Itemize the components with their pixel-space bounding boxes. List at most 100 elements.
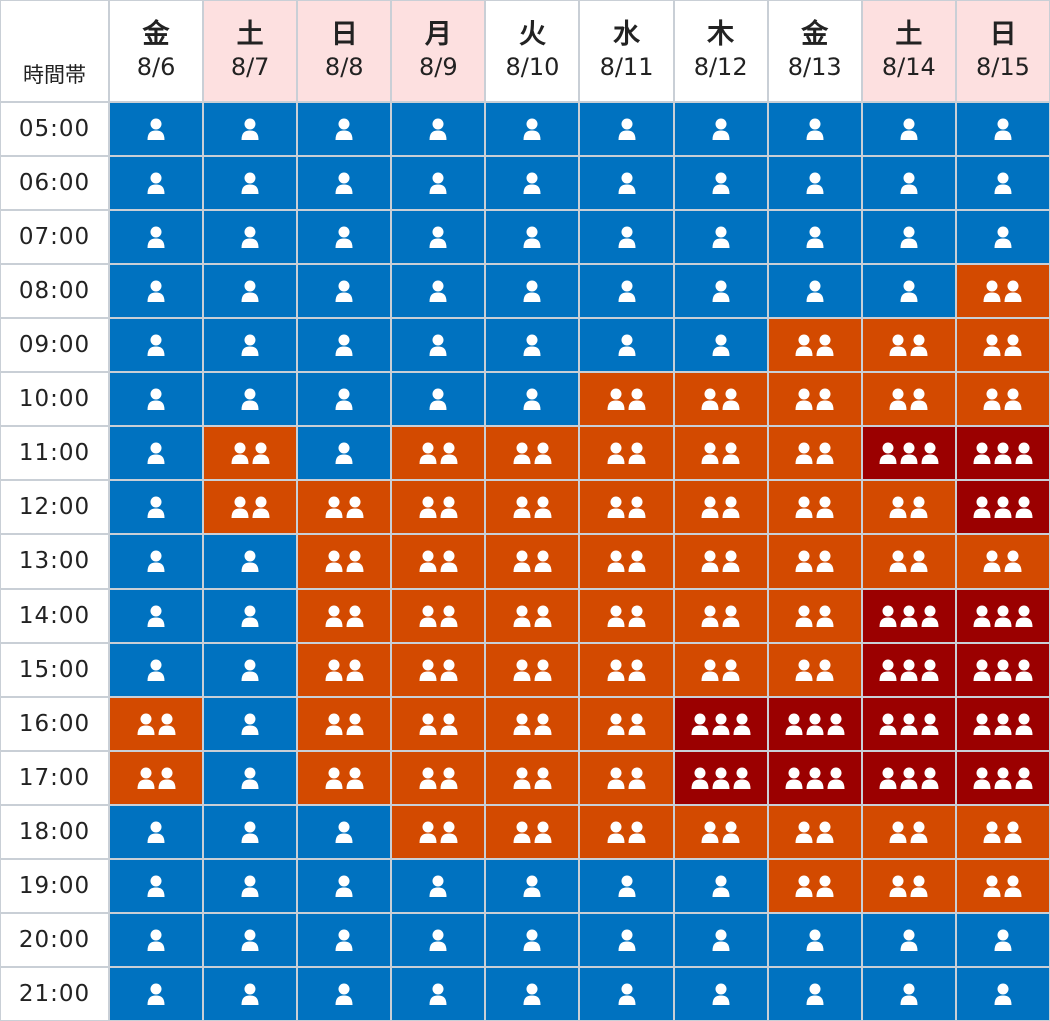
person-icon — [241, 605, 259, 627]
crowd-cell — [674, 913, 767, 966]
crowd-cell — [956, 913, 1049, 966]
crowd-cell — [204, 481, 297, 534]
person-icon — [994, 983, 1012, 1005]
person-icon — [618, 334, 636, 357]
person-icon — [910, 550, 928, 573]
crowd-cell — [580, 481, 673, 534]
crowd-cell — [956, 103, 1049, 156]
person-icon — [701, 821, 719, 843]
crowd-cell — [110, 319, 203, 372]
crowd-cell — [580, 913, 673, 966]
person-icon — [827, 767, 845, 789]
person-icon — [712, 875, 730, 897]
person-icon — [701, 388, 719, 411]
person-icon — [618, 875, 636, 897]
crowd-cell — [110, 373, 203, 426]
person-icon — [628, 442, 646, 465]
crowd-cell — [486, 589, 579, 642]
person-icon — [607, 388, 625, 411]
person-icon — [241, 659, 259, 681]
person-icon — [513, 442, 531, 465]
crowd-cell — [110, 859, 203, 912]
person-icon — [722, 442, 740, 465]
person-icon — [879, 442, 897, 465]
crowd-cell — [392, 157, 485, 210]
crowd-cell — [674, 157, 767, 210]
day-date: 8/9 — [419, 52, 458, 81]
crowd-cell — [674, 859, 767, 912]
person-icon — [252, 442, 270, 465]
crowd-cell — [862, 589, 955, 642]
person-icon — [523, 875, 541, 897]
person-icon — [994, 496, 1012, 519]
person-icon — [513, 767, 531, 789]
person-icon — [900, 605, 918, 627]
person-icon — [973, 496, 991, 519]
person-icon — [712, 767, 730, 789]
person-icon — [429, 875, 447, 897]
day-header: 土 8/7 — [204, 1, 297, 101]
person-icon — [440, 442, 458, 465]
crowd-cell — [298, 643, 391, 696]
day-header: 金 8/6 — [110, 1, 203, 101]
crowd-cell — [768, 697, 861, 750]
person-icon — [147, 280, 165, 303]
person-icon — [994, 226, 1012, 249]
day-header: 日 8/15 — [956, 1, 1049, 101]
crowd-cell — [768, 319, 861, 372]
time-slot-label: 16:00 — [1, 697, 108, 750]
crowd-cell — [110, 589, 203, 642]
person-icon — [701, 442, 719, 465]
person-icon — [628, 659, 646, 681]
person-icon — [701, 659, 719, 681]
day-of-week: 水 — [613, 19, 641, 51]
crowd-cell — [580, 319, 673, 372]
person-icon — [335, 875, 353, 897]
person-icon — [889, 334, 907, 357]
person-icon — [335, 118, 353, 141]
person-icon — [419, 767, 437, 789]
crowd-cell — [862, 697, 955, 750]
person-icon — [701, 605, 719, 627]
person-icon — [1015, 713, 1033, 735]
crowd-cell — [298, 211, 391, 264]
person-icon — [607, 659, 625, 681]
crowd-cell — [862, 157, 955, 210]
time-slot-label: 15:00 — [1, 643, 108, 696]
crowd-cell — [110, 697, 203, 750]
crowd-cell — [392, 643, 485, 696]
person-icon — [827, 713, 845, 735]
person-icon — [722, 550, 740, 573]
crowd-cell — [674, 535, 767, 588]
day-date: 8/13 — [787, 52, 842, 81]
day-of-week: 日 — [989, 19, 1017, 51]
crowd-cell — [862, 373, 955, 426]
person-icon — [889, 875, 907, 897]
person-icon — [795, 388, 813, 411]
crowd-cell — [204, 427, 297, 480]
person-icon — [241, 280, 259, 303]
person-icon — [1015, 605, 1033, 627]
person-icon — [900, 118, 918, 141]
person-icon — [806, 713, 824, 735]
person-icon — [241, 713, 259, 735]
person-icon — [994, 767, 1012, 789]
crowd-cell — [674, 319, 767, 372]
person-icon — [325, 550, 343, 573]
crowd-cell — [110, 427, 203, 480]
person-icon — [983, 875, 1001, 897]
crowd-cell — [486, 859, 579, 912]
person-icon — [513, 821, 531, 843]
crowd-cell — [580, 211, 673, 264]
person-icon — [816, 605, 834, 627]
person-icon — [534, 659, 552, 681]
person-icon — [607, 713, 625, 735]
person-icon — [534, 496, 552, 519]
crowd-cell — [204, 535, 297, 588]
person-icon — [618, 280, 636, 303]
crowd-cell — [298, 913, 391, 966]
person-icon — [419, 821, 437, 843]
person-icon — [523, 226, 541, 249]
time-slot-label: 10:00 — [1, 373, 108, 426]
time-slot-label: 05:00 — [1, 103, 108, 156]
